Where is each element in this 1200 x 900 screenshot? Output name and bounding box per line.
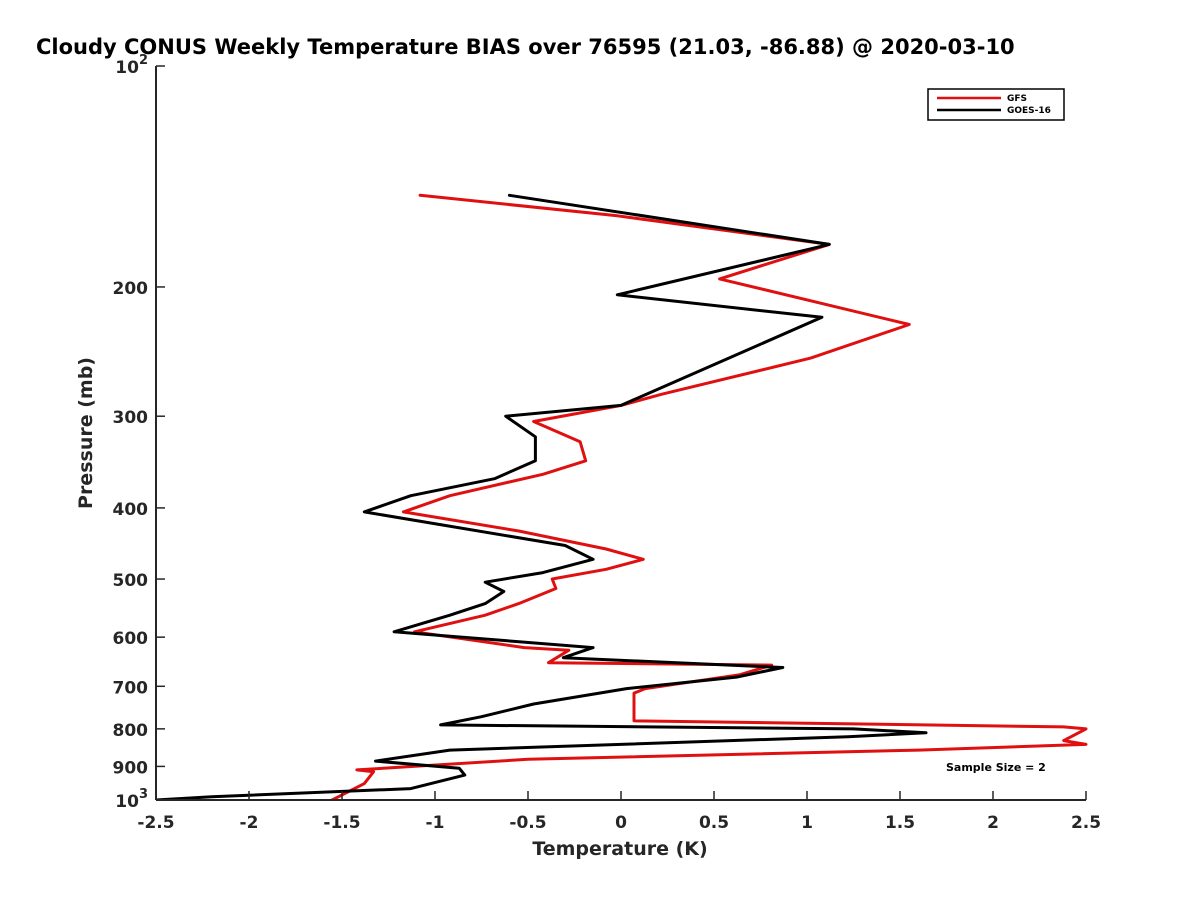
x-tick-label: 2: [987, 813, 999, 833]
x-tick-label: -0.5: [509, 813, 546, 833]
y-tick-label: 300: [113, 408, 149, 428]
y-tick-label: 900: [113, 758, 149, 778]
y-tick-label: 500: [113, 571, 149, 591]
y-axis-ticks: 102 200 300 400 500 600 700 800 900 103: [113, 53, 165, 812]
y-tick-label: 102: [115, 53, 148, 78]
x-tick-label: -1.5: [323, 813, 360, 833]
series-line-goes16: [156, 193, 928, 800]
legend-label-gfs: GFS: [1007, 94, 1027, 104]
series-line-gfs: [328, 193, 1088, 800]
x-tick-label: -1: [426, 813, 445, 833]
legend-label-goes16: GOES-16: [1007, 106, 1051, 116]
x-tick-label: 2.5: [1071, 813, 1101, 833]
x-tick-label: 0: [615, 813, 627, 833]
y-tick-label: 700: [113, 678, 149, 698]
sample-size-annotation: Sample Size = 2: [946, 761, 1046, 774]
y-axis-label: Pressure (mb): [75, 357, 97, 509]
x-axis-label: Temperature (K): [532, 838, 707, 860]
y-tick-label: 400: [113, 500, 149, 520]
chart-title: Cloudy CONUS Weekly Temperature BIAS ove…: [36, 35, 1015, 59]
x-axis-ticks: -2.5 -2 -1.5 -1 -0.5 0 0.5 1 1.5 2 2.5: [137, 791, 1101, 833]
y-tick-label: 103: [115, 787, 148, 812]
legend: GFS GOES-16: [927, 88, 1065, 121]
x-tick-label: -2: [240, 813, 259, 833]
y-tick-label: 200: [113, 279, 149, 299]
y-tick-label: 800: [113, 721, 149, 741]
x-tick-label: 0.5: [699, 813, 729, 833]
y-tick-label: 600: [113, 629, 149, 649]
legend-box: [927, 88, 1065, 121]
x-tick-label: 1.5: [885, 813, 915, 833]
series-layer: [156, 193, 1088, 800]
x-tick-label: 1: [801, 813, 813, 833]
x-tick-label: -2.5: [137, 813, 174, 833]
